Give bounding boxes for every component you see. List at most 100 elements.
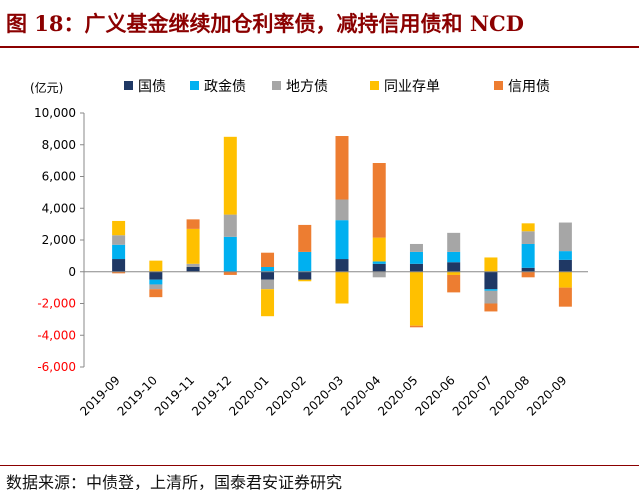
bar-segment-3 xyxy=(223,214,237,237)
legend-label: 同业存单 xyxy=(384,79,440,95)
bar-segment-4 xyxy=(409,271,423,326)
x-tick-label: 2020-01 xyxy=(226,373,271,418)
legend-swatch xyxy=(370,81,379,90)
bar-segment-4 xyxy=(558,271,572,288)
bar-segment-4 xyxy=(149,260,163,272)
source-divider xyxy=(0,465,639,466)
y-tick-label: 0 xyxy=(68,265,76,279)
bar-segment-1 xyxy=(447,262,461,272)
legend-label: 地方债 xyxy=(286,79,328,95)
bar-segment-5 xyxy=(447,274,461,293)
bar-segment-5 xyxy=(521,271,535,278)
bar-segment-3 xyxy=(558,222,572,252)
bar-segment-3 xyxy=(409,243,423,252)
x-tick-label: 2020-07 xyxy=(450,373,495,418)
bar-segment-5 xyxy=(223,271,237,275)
bar-segment-4 xyxy=(335,271,349,304)
y-axis-unit-label: (亿元) xyxy=(30,80,63,95)
page-title: 图 18：广义基金继续加仓利率债，减持信用债和 NCD xyxy=(6,11,524,36)
x-tick-label: 2020-05 xyxy=(375,373,420,418)
legend-swatch xyxy=(190,81,199,90)
legend-swatch xyxy=(272,81,281,90)
bar-segment-2 xyxy=(261,266,275,272)
bar-segment-3 xyxy=(447,232,461,252)
bar-segment-5 xyxy=(112,271,126,274)
bar-segment-3 xyxy=(149,284,163,290)
title-bar: 图 18：广义基金继续加仓利率债，减持信用债和 NCD xyxy=(0,0,639,46)
bar-segment-4 xyxy=(521,223,535,232)
bar-segment-2 xyxy=(149,279,163,285)
bar-segment-1 xyxy=(112,259,126,272)
x-tick-label: 2020-03 xyxy=(301,373,346,418)
x-tick-label: 2020-06 xyxy=(412,373,457,418)
bar-segment-5 xyxy=(409,325,423,328)
bar-segment-1 xyxy=(186,266,200,272)
bar-segment-1 xyxy=(409,263,423,272)
title-divider xyxy=(0,46,639,48)
legend-label: 信用债 xyxy=(508,79,550,95)
legend-label: 政金债 xyxy=(204,79,246,95)
bar-segment-4 xyxy=(186,228,200,264)
bar-segment-5 xyxy=(186,219,200,229)
bar-segment-3 xyxy=(521,231,535,244)
bar-segment-5 xyxy=(149,289,163,298)
bar-segment-5 xyxy=(372,163,386,238)
bar-segment-4 xyxy=(484,257,498,272)
bar-segment-2 xyxy=(372,261,386,264)
bar-segment-4 xyxy=(261,289,275,317)
bar-segment-2 xyxy=(447,251,461,263)
bar-segment-1 xyxy=(298,271,312,280)
bar-segment-1 xyxy=(484,271,498,290)
y-tick-label: 4,000 xyxy=(42,201,76,215)
bar-segment-2 xyxy=(484,289,498,291)
x-tick-label: 2019-11 xyxy=(152,373,197,418)
y-tick-label: 10,000 xyxy=(34,106,76,120)
bar-segment-4 xyxy=(372,237,386,262)
bar-segment-1 xyxy=(558,259,572,272)
legend-swatch xyxy=(494,81,503,90)
y-tick-label: 2,000 xyxy=(42,233,76,247)
bar-segment-4 xyxy=(223,136,237,215)
stacked-bar-chart: (亿元) -6,000 -4,000 -2,000 0 2,000 4,000 6,000 8,… xyxy=(30,79,588,419)
source-note: 数据来源：中债登，上清所，国泰君安证券研究 xyxy=(6,473,343,492)
bar-segment-1 xyxy=(149,271,163,280)
y-tick-label: -2,000 xyxy=(37,297,76,311)
bar-segment-2 xyxy=(298,251,312,272)
bar-segment-5 xyxy=(558,287,572,307)
bar-segment-1 xyxy=(261,271,275,280)
bar-segment-5 xyxy=(335,136,349,200)
bar-segment-4 xyxy=(447,271,461,275)
bar-segment-1 xyxy=(372,263,386,272)
bar-segment-3 xyxy=(372,271,386,278)
bar-segment-3 xyxy=(335,199,349,221)
bar-segment-2 xyxy=(521,243,535,268)
y-tick-label: 8,000 xyxy=(42,138,76,152)
bar-segment-1 xyxy=(521,267,535,272)
bar-segment-2 xyxy=(335,220,349,260)
bar-segment-5 xyxy=(484,303,498,312)
bar-segment-3 xyxy=(484,290,498,304)
x-tick-label: 2020-09 xyxy=(524,373,569,418)
y-tick-label: 6,000 xyxy=(42,170,76,184)
bar-segment-4 xyxy=(298,279,312,282)
bar-segment-1 xyxy=(335,259,349,272)
legend-label: 国债 xyxy=(138,79,166,95)
bar-segment-2 xyxy=(409,251,423,264)
y-tick-label: -4,000 xyxy=(37,328,76,342)
x-tick-label: 2020-08 xyxy=(487,373,532,418)
bar-segment-3 xyxy=(186,263,200,267)
legend-swatch xyxy=(124,81,133,90)
bar-segment-2 xyxy=(112,244,126,260)
bar-segment-4 xyxy=(112,220,126,236)
bar-segment-3 xyxy=(261,279,275,290)
bar-segment-2 xyxy=(223,236,237,272)
bar-segment-2 xyxy=(558,251,572,260)
x-tick-label: 2019-10 xyxy=(115,373,160,418)
x-tick-label: 2020-04 xyxy=(338,373,383,418)
x-tick-label: 2019-09 xyxy=(77,373,122,418)
x-tick-label: 2020-02 xyxy=(264,373,309,418)
bar-segment-5 xyxy=(298,224,312,252)
bar-segment-3 xyxy=(112,235,126,245)
bar-segment-5 xyxy=(261,252,275,267)
x-tick-label: 2019-12 xyxy=(189,373,234,418)
